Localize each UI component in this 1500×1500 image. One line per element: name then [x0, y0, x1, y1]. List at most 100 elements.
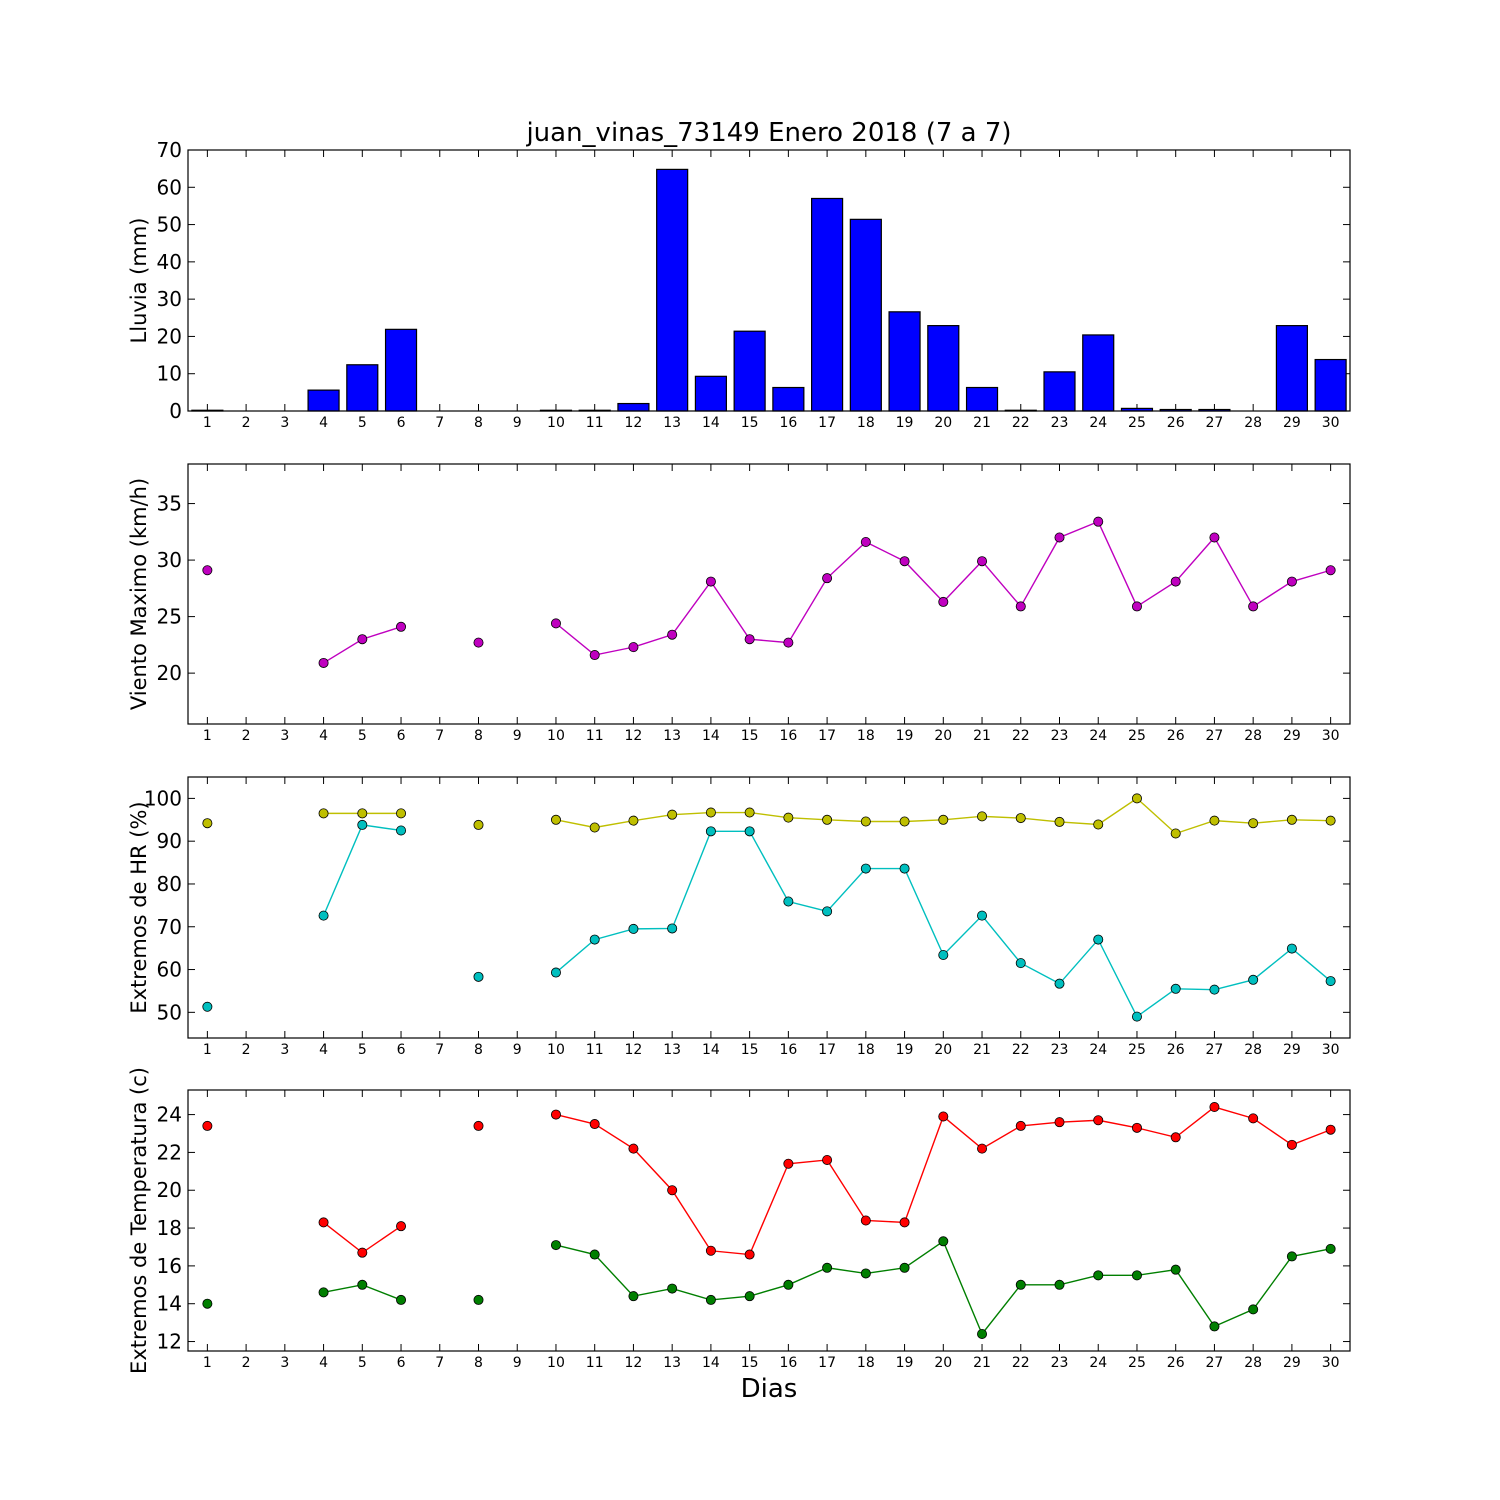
x-tick-label: 1 [203, 415, 212, 431]
y-tick-label: 90 [157, 829, 182, 853]
series-1-point [628, 815, 639, 826]
y-tick-label: 25 [157, 605, 182, 629]
x-tick-label: 26 [1167, 1042, 1185, 1058]
x-tick-label: 15 [741, 728, 759, 744]
series-1-point [1093, 819, 1104, 830]
series-2-point [628, 1291, 639, 1302]
series-1-point [744, 807, 755, 818]
series-1-point [938, 814, 949, 825]
x-tick-label: 19 [896, 1042, 914, 1058]
series-1-point [1170, 1132, 1181, 1143]
x-tick-label: 15 [741, 1355, 759, 1371]
x-tick-label: 23 [1051, 728, 1069, 744]
series-2-point [899, 1262, 910, 1273]
chart-title: juan_vinas_73149 Enero 2018 (7 a 7) [525, 118, 1011, 148]
x-tick-label: 8 [474, 1042, 483, 1058]
x-tick-label: 16 [779, 415, 797, 431]
series-1-point [667, 1185, 678, 1196]
x-tick-label: 15 [741, 415, 759, 431]
series-1-point [899, 816, 910, 827]
x-tick-label: 25 [1128, 415, 1146, 431]
series-1-point [705, 807, 716, 818]
y-tick-label: 70 [157, 138, 182, 162]
series-1-point [1170, 576, 1181, 587]
series-1-point [899, 556, 910, 567]
series-2-point [589, 1249, 600, 1260]
y-tick-label: 18 [157, 1216, 182, 1240]
y-tick-label: 30 [157, 287, 182, 311]
series-2-point [705, 826, 716, 837]
y-tick-label: 60 [157, 175, 182, 199]
x-tick-label: 10 [547, 1042, 565, 1058]
x-tick-label: 24 [1089, 1355, 1107, 1371]
x-tick-label: 30 [1322, 1355, 1340, 1371]
series-1-point [1248, 601, 1259, 612]
series-1-point [202, 818, 213, 829]
y-axis-label: Extremos de HR (%) [127, 801, 151, 1013]
y-tick-label: 35 [157, 492, 182, 516]
bar-day-24 [1082, 334, 1115, 412]
x-tick-label: 12 [625, 1042, 643, 1058]
y-tick-label: 24 [157, 1103, 182, 1127]
x-tick-label: 22 [1012, 415, 1030, 431]
x-tick-label: 9 [513, 728, 522, 744]
series-1-point [1325, 565, 1336, 576]
y-tick-label: 22 [157, 1140, 182, 1164]
series-1-point [628, 1143, 639, 1154]
plot-frame [187, 463, 1351, 725]
series-2-point [318, 910, 329, 921]
x-tick-label: 13 [663, 415, 681, 431]
x-tick-label: 28 [1244, 1042, 1262, 1058]
x-tick-label: 26 [1167, 728, 1185, 744]
series-1-point [1286, 576, 1297, 587]
bar-day-16 [772, 386, 805, 412]
x-tick-label: 18 [857, 415, 875, 431]
x-tick-label: 13 [663, 728, 681, 744]
x-tick-label: 6 [397, 728, 406, 744]
y-axis-label: Extremos de Temperatura (c) [127, 1067, 151, 1374]
x-tick-label: 28 [1244, 728, 1262, 744]
series-1-point [667, 629, 678, 640]
series-2-point [1054, 1279, 1065, 1290]
series-1-point [318, 657, 329, 668]
series-1-point [860, 816, 871, 827]
series-2-point [822, 906, 833, 917]
x-tick-label: 6 [397, 415, 406, 431]
series-1-point [1209, 815, 1220, 826]
x-tick-label: 3 [280, 415, 289, 431]
series-1-point [1054, 1117, 1065, 1128]
series-1-point [318, 1217, 329, 1228]
x-tick-label: 25 [1128, 728, 1146, 744]
x-tick-label: 11 [586, 728, 604, 744]
x-tick-label: 1 [203, 1355, 212, 1371]
series-1-point [357, 634, 368, 645]
series-2-point [1209, 984, 1220, 995]
y-tick-label: 20 [157, 661, 182, 685]
bar-day-14 [694, 375, 727, 412]
series-2-line [322, 824, 402, 916]
x-tick-label: 2 [242, 1355, 251, 1371]
series-1-point [396, 808, 407, 819]
y-tick-label: 50 [157, 1000, 182, 1024]
series-1-point [977, 1143, 988, 1154]
bar-day-29 [1275, 325, 1308, 412]
x-tick-label: 4 [319, 415, 328, 431]
series-1-point [860, 537, 871, 548]
x-tick-label: 29 [1283, 415, 1301, 431]
x-tick-label: 17 [818, 415, 836, 431]
bar-day-6 [384, 328, 418, 412]
series-1-point [977, 811, 988, 822]
series-1-point [396, 621, 407, 632]
x-tick-label: 20 [934, 415, 952, 431]
y-tick-label: 0 [169, 399, 182, 423]
x-tick-label: 23 [1051, 415, 1069, 431]
series-1-point [1286, 814, 1297, 825]
x-tick-label: 23 [1051, 1042, 1069, 1058]
x-tick-label: 15 [741, 1042, 759, 1058]
series-2-point [705, 1294, 716, 1305]
series-1-point [705, 1245, 716, 1256]
series-1-point [1286, 1139, 1297, 1150]
y-tick-label: 30 [157, 548, 182, 572]
x-tick-label: 6 [397, 1355, 406, 1371]
x-tick-label: 29 [1283, 1042, 1301, 1058]
